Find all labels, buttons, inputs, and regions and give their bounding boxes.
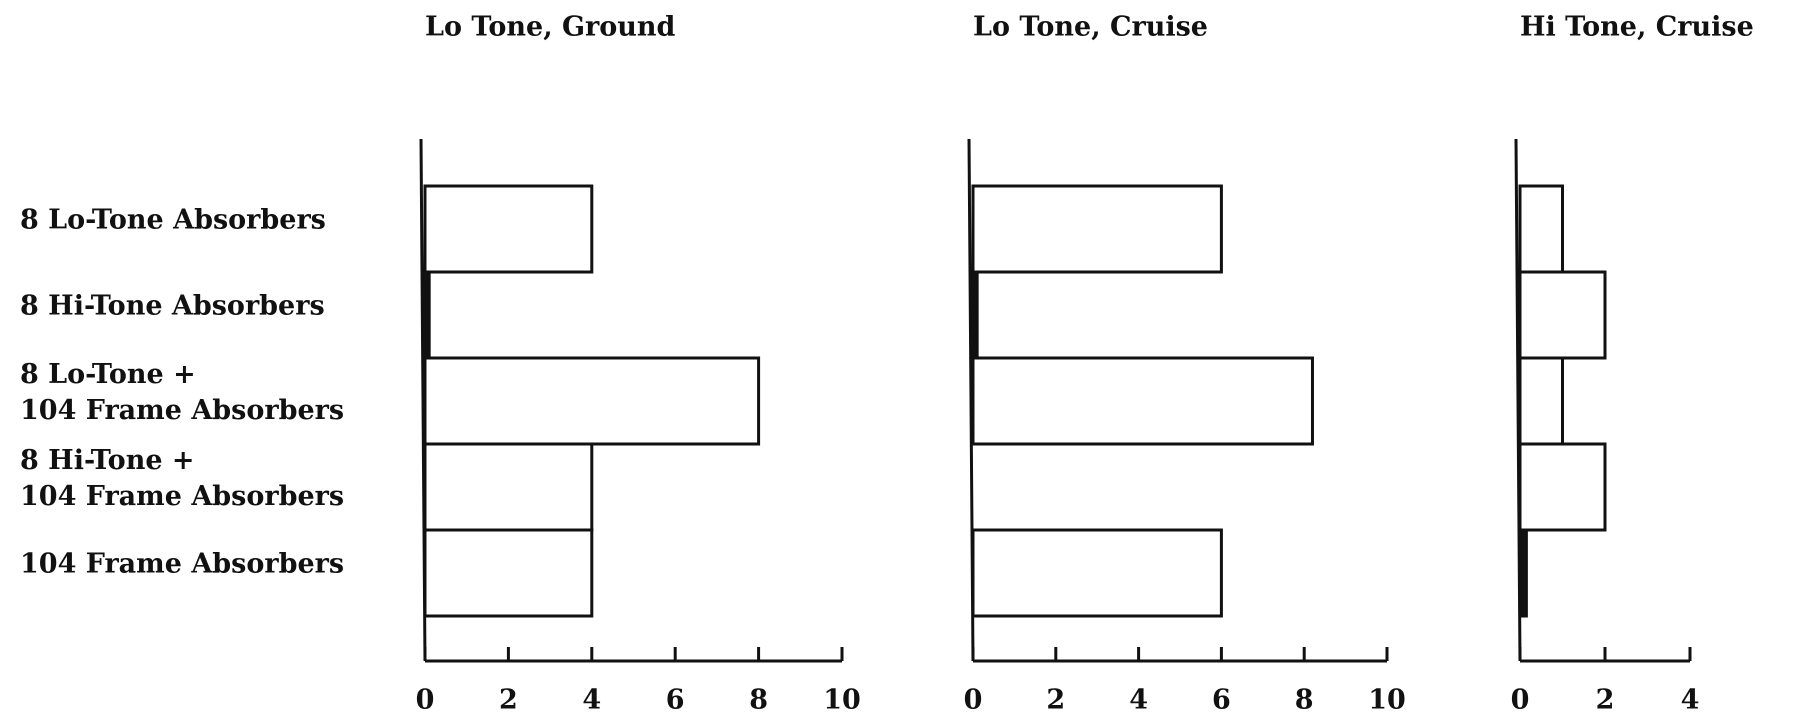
- x-tick-label: 8: [1295, 685, 1314, 715]
- category-label: 8 Lo-Tone Absorbers: [20, 205, 326, 236]
- x-tick-label: 4: [582, 685, 601, 715]
- category-label: 8 Lo-Tone +104 Frame Absorbers: [20, 359, 344, 426]
- bar-fill: [973, 272, 978, 358]
- bar: [971, 528, 1223, 618]
- bar: [971, 356, 1314, 446]
- bar: [971, 184, 1223, 274]
- panel-title: Lo Tone, Cruise: [973, 12, 1208, 43]
- x-tick-label: 8: [749, 685, 768, 715]
- x-tick-label: 0: [416, 685, 435, 715]
- bar: [1518, 356, 1564, 446]
- bar: [423, 356, 761, 446]
- bar: [423, 528, 594, 618]
- x-tick-label: 2: [499, 685, 518, 715]
- category-label: 8 Hi-Tone Absorbers: [20, 291, 325, 322]
- bar-fill: [425, 272, 430, 358]
- category-label: 104 Frame Absorbers: [20, 549, 344, 580]
- x-tick-label: 4: [1681, 685, 1700, 715]
- x-tick-label: 4: [1129, 685, 1148, 715]
- bar: [1518, 184, 1564, 274]
- bar-fill: [1520, 530, 1527, 616]
- category-label: 8 Hi-Tone +104 Frame Absorbers: [20, 445, 344, 512]
- bar: [423, 442, 594, 532]
- x-tick-label: 6: [1212, 685, 1231, 715]
- x-tick-label: 10: [1368, 685, 1406, 715]
- bar: [423, 184, 594, 274]
- x-tick-label: 10: [823, 685, 861, 715]
- bar: [1518, 270, 1607, 360]
- x-tick-label: 0: [964, 685, 983, 715]
- x-tick-label: 2: [1596, 685, 1615, 715]
- x-tick-label: 0: [1511, 685, 1530, 715]
- x-tick-label: 2: [1046, 685, 1065, 715]
- x-tick-label: 6: [666, 685, 685, 715]
- panel-title: Lo Tone, Ground: [425, 12, 676, 43]
- bar: [1518, 442, 1607, 532]
- panel-title: Hi Tone, Cruise: [1520, 12, 1754, 43]
